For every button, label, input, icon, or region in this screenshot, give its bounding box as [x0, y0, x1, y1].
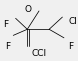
Text: O: O	[25, 5, 32, 14]
Text: CCl: CCl	[31, 49, 47, 58]
Text: Cl: Cl	[68, 17, 77, 26]
Text: F: F	[5, 42, 10, 51]
Text: F: F	[68, 42, 73, 51]
Text: F: F	[3, 20, 8, 29]
